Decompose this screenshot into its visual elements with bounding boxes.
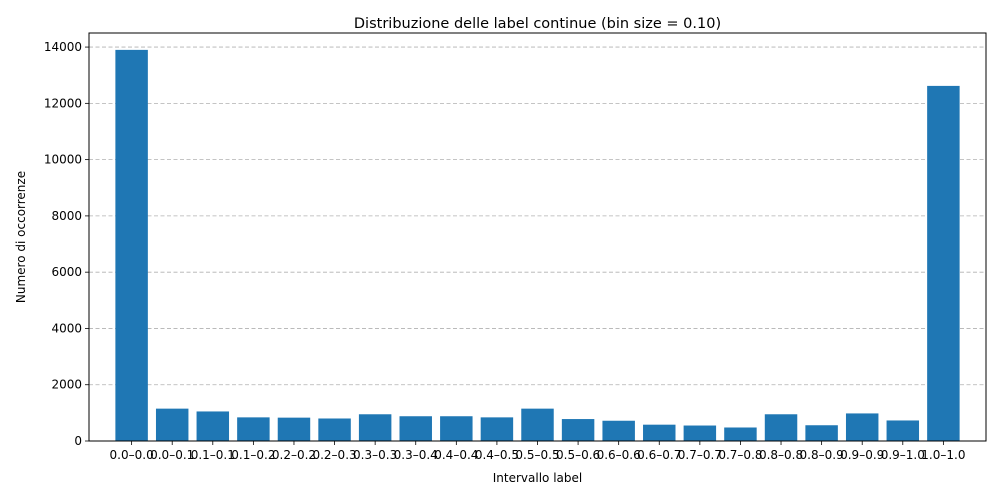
y-tick-label: 8000 (51, 209, 82, 223)
x-tick-label: 0.5–0.6 (556, 448, 600, 462)
bar (277, 417, 311, 441)
y-tick-label: 6000 (51, 265, 82, 279)
x-tick-label: 0.0–0.1 (150, 448, 194, 462)
x-tick-label: 0.6–0.6 (597, 448, 641, 462)
x-tick-label: 0.7–0.7 (678, 448, 722, 462)
y-gridlines (89, 46, 986, 442)
x-tick-label: 0.2–0.2 (272, 448, 316, 462)
bar (358, 414, 392, 441)
y-tick-label: 2000 (51, 378, 82, 392)
x-tick-label: 0.8–0.9 (800, 448, 844, 462)
x-tick-label: 0.5–0.5 (515, 448, 559, 462)
plot-frame (88, 32, 987, 442)
chart-title: Distribuzione delle label continue (bin … (354, 16, 721, 32)
x-tick-label: 0.0–0.0 (110, 448, 154, 462)
bar (886, 420, 920, 441)
bar (480, 417, 514, 441)
bar (602, 420, 635, 441)
bar (399, 416, 432, 441)
bar (440, 416, 473, 441)
y-axis-ticks: 0 2000 4000 6000 8000 10000 12000 14000 (44, 40, 89, 448)
x-tick-label: 0.1–0.1 (191, 448, 235, 462)
bar (115, 49, 148, 442)
bar (643, 424, 676, 441)
x-axis-ticks: 0.0–0.00.0–0.10.1–0.10.1–0.20.2–0.20.2–0… (110, 441, 965, 462)
bar (927, 85, 960, 442)
x-axis-label: Intervallo label (493, 471, 582, 485)
x-tick-label: 0.3–0.3 (353, 448, 397, 462)
bar (318, 418, 351, 441)
x-tick-label: 0.7–0.8 (718, 448, 762, 462)
x-tick-label: 0.9–0.9 (840, 448, 884, 462)
y-axis-label: Numero di occorrenze (14, 171, 28, 303)
bar (764, 414, 798, 441)
x-tick-label: 0.1–0.2 (231, 448, 275, 462)
y-tick-label: 12000 (44, 96, 82, 110)
bar (196, 411, 230, 441)
x-tick-label: 0.4–0.5 (475, 448, 519, 462)
y-tick-label: 0 (74, 434, 82, 448)
x-tick-label: 1.0–1.0 (921, 448, 965, 462)
x-tick-label: 0.9–1.0 (881, 448, 925, 462)
bar (724, 427, 757, 441)
bar (683, 425, 717, 441)
bar (521, 408, 554, 441)
y-tick-label: 14000 (44, 40, 82, 54)
x-tick-label: 0.8–0.8 (759, 448, 803, 462)
bar (845, 413, 879, 441)
bar (805, 425, 838, 441)
bar (155, 408, 189, 441)
bar (561, 419, 595, 441)
x-tick-label: 0.4–0.4 (434, 448, 478, 462)
x-tick-label: 0.6–0.7 (637, 448, 681, 462)
x-tick-label: 0.2–0.3 (312, 448, 356, 462)
bar (237, 417, 270, 441)
y-tick-label: 10000 (44, 153, 82, 167)
x-tick-label: 0.3–0.4 (394, 448, 438, 462)
bars (115, 49, 960, 442)
y-tick-label: 4000 (51, 321, 82, 335)
